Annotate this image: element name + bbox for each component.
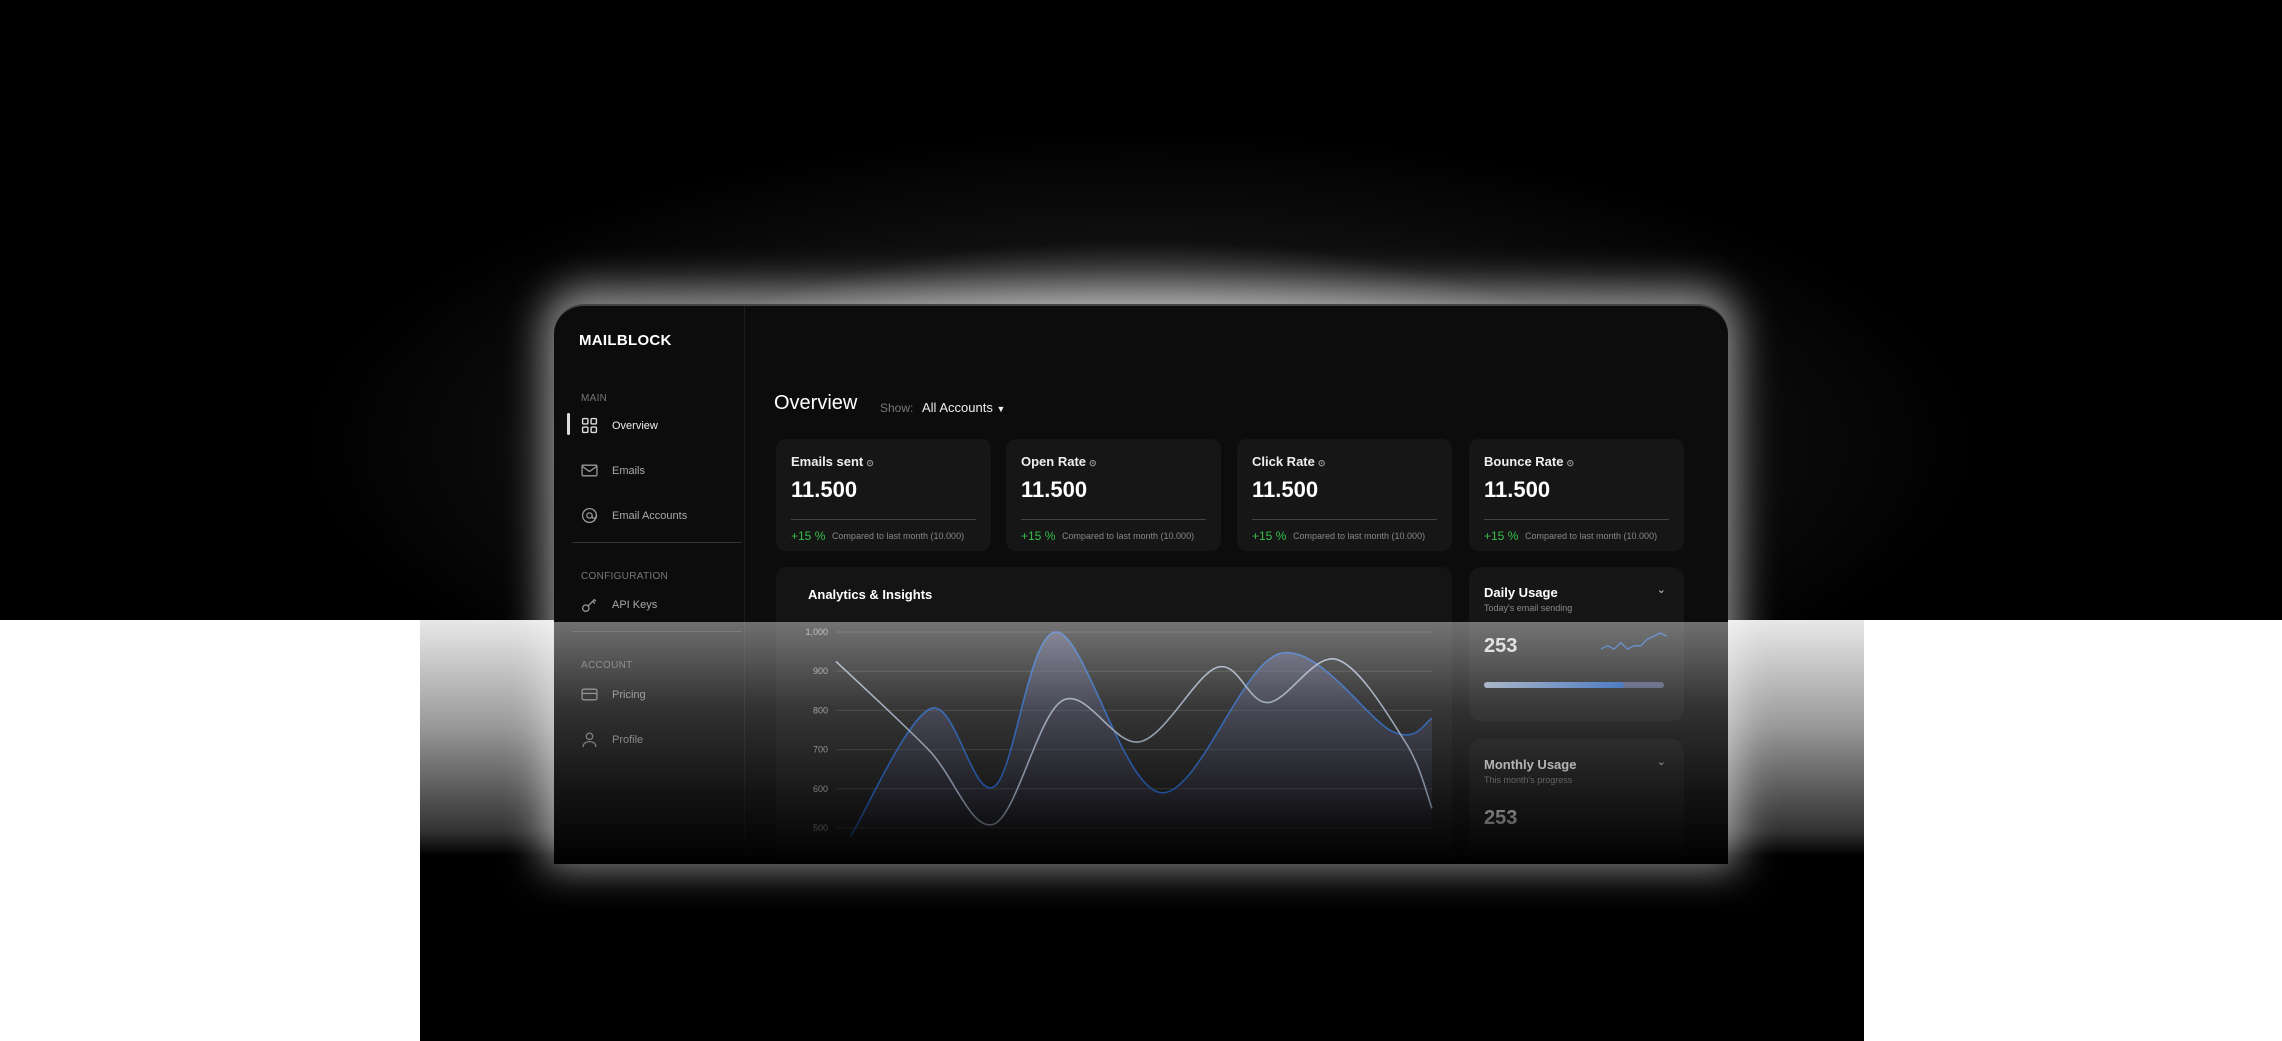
stat-compare: Compared to last month (10.000) [1525, 531, 1658, 541]
sparkline-line [1601, 632, 1667, 650]
analytics-chart: 1,000 900 800 700 600 500 [805, 627, 1433, 837]
sidebar-item-email-accounts[interactable]: Email Accounts [581, 507, 687, 524]
sidebar-item-api-keys[interactable]: API Keys [581, 596, 657, 613]
account-filter-dropdown[interactable]: All Accounts ▼ [922, 400, 1005, 415]
daily-usage-sparkline [1601, 632, 1667, 650]
sidebar-divider [572, 631, 742, 632]
y-tick-label: 800 [813, 705, 828, 715]
info-icon[interactable]: ⊙ [1089, 458, 1097, 468]
info-icon[interactable]: ⊙ [866, 458, 874, 468]
show-label: Show: [880, 401, 914, 415]
sidebar-item-label: API Keys [612, 598, 658, 611]
sidebar-item-label: Overview [612, 419, 658, 432]
active-indicator [567, 413, 570, 435]
sidebar-item-label: Email Accounts [612, 509, 688, 522]
stat-delta: +15 % [791, 529, 826, 543]
chevron-down-icon[interactable]: ⌄ [1656, 584, 1666, 596]
key-icon [581, 598, 597, 613]
stat-card-open-rate: Open Rate ⊙ 11.500 +15 % Compared to last… [1006, 439, 1221, 551]
sidebar-item-pricing[interactable]: Pricing [581, 686, 646, 703]
monthly-usage-card: Monthly Usage ⌄ This month's progress 25… [1469, 739, 1684, 864]
section-main: MAIN [581, 393, 608, 404]
stat-card-bounce-rate: Bounce Rate ⊙ 11.500 +15 % Compared to la… [1469, 439, 1684, 551]
info-icon[interactable]: ⊙ [1317, 458, 1326, 468]
user-icon [582, 732, 597, 747]
section-configuration: CONFIGURATION [581, 571, 669, 582]
daily-usage-card: Daily Usage ⌄ Today's email sending 253 [1469, 567, 1684, 721]
daily-usage-title: Daily Usage [1484, 585, 1558, 600]
analytics-card: Analytics & Insights 1,000 900 800 700 600 50… [776, 567, 1452, 864]
page-title: Overview [774, 392, 858, 414]
caret-down-icon: ▼ [996, 404, 1006, 414]
y-tick-label: 1,000 [805, 627, 828, 637]
monthly-usage-value: 253 [1484, 807, 1518, 829]
sidebar-divider [572, 542, 742, 543]
sidebar-item-label: Profile [612, 733, 644, 746]
at-icon [581, 507, 598, 524]
y-tick-label: 900 [813, 666, 828, 676]
stat-delta: +15 % [1252, 529, 1287, 543]
stat-compare: Compared to last month (10.000) [1293, 531, 1426, 541]
logo: MAILBLOCK [579, 332, 672, 349]
y-tick-label: 600 [813, 784, 828, 794]
background-left [0, 620, 420, 1041]
stat-compare: Compared to last month (10.000) [832, 531, 965, 541]
grid-icon [581, 417, 598, 434]
account-filter-value: All Accounts [922, 400, 993, 415]
y-tick-label: 500 [813, 823, 828, 833]
stat-label: Bounce Rate [1484, 454, 1564, 469]
stat-card-click-rate: Click Rate ⊙ 11.500 +15 % Compared to las… [1237, 439, 1452, 551]
chart-title: Analytics & Insights [808, 587, 933, 602]
stat-value: 11.500 [791, 477, 858, 502]
stat-value: 11.500 [1021, 477, 1088, 502]
monthly-usage-subtitle: This month's progress [1484, 775, 1573, 785]
stat-label: Click Rate [1252, 454, 1315, 469]
stat-delta: +15 % [1021, 529, 1056, 543]
background-right [1864, 620, 2282, 1041]
info-icon[interactable]: ⊙ [1566, 458, 1575, 468]
stat-label: Open Rate [1021, 454, 1087, 469]
stat-delta: +15 % [1484, 529, 1519, 543]
daily-usage-value: 253 [1484, 635, 1518, 657]
mail-icon [581, 464, 598, 477]
stat-compare: Compared to last month (10.000) [1062, 531, 1195, 541]
daily-usage-progress [1484, 682, 1664, 688]
sidebar-item-label: Pricing [612, 688, 646, 701]
sidebar-item-label: Emails [612, 464, 646, 477]
stat-value: 11.500 [1484, 477, 1551, 502]
section-account: ACCOUNT [581, 660, 633, 671]
sidebar: MAILBLOCK MAIN Overview Emails Email Acc… [554, 306, 745, 864]
stat-label: Emails sent [791, 454, 864, 469]
monthly-usage-title: Monthly Usage [1484, 757, 1577, 772]
app-window: MAILBLOCK MAIN Overview Emails Email Acc… [554, 304, 1728, 864]
progress-fill [1484, 682, 1625, 688]
sidebar-item-profile[interactable]: Profile [581, 731, 643, 748]
chevron-down-icon[interactable]: ⌄ [1656, 756, 1666, 768]
stat-value: 11.500 [1252, 477, 1319, 502]
y-tick-label: 700 [813, 745, 828, 755]
sidebar-item-overview[interactable]: Overview [581, 417, 658, 434]
daily-usage-subtitle: Today's email sending [1484, 603, 1573, 613]
sidebar-item-emails[interactable]: Emails [581, 462, 645, 479]
credit-card-icon [581, 688, 598, 701]
stat-card-emails-sent: Emails sent ⊙ 11.500 +15 % Compared to la… [776, 439, 991, 551]
